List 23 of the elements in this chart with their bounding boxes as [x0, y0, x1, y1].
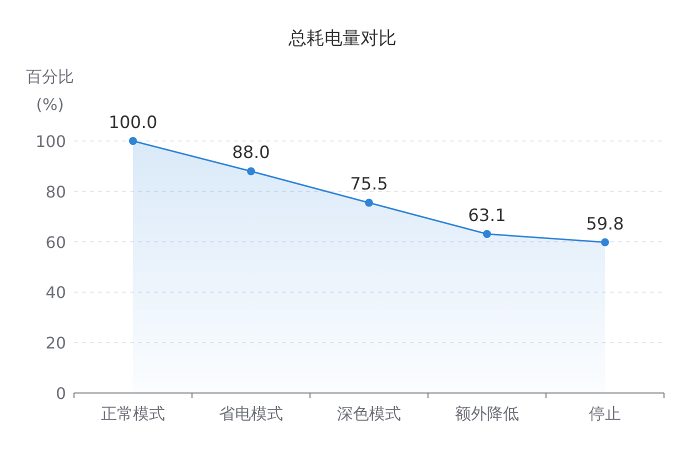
point: [129, 137, 137, 145]
y-tick-label: 80: [46, 182, 66, 202]
data-label: 63.1: [468, 206, 506, 226]
point: [483, 230, 491, 238]
y-tick-label: 100: [35, 132, 66, 151]
y-tick-label: 60: [46, 232, 66, 252]
x-tick-label: 省电模式: [219, 404, 283, 423]
data-label: 100.0: [108, 113, 158, 133]
y-axis-title: 百分比 (%): [26, 67, 74, 114]
x-tick-label: 深色模式: [337, 404, 401, 423]
data-label: 59.8: [586, 214, 624, 234]
chart-title: 总耗电量对比: [288, 28, 396, 49]
point: [365, 198, 373, 207]
x-tick-label: 停止: [589, 404, 621, 423]
y-tick-label: 20: [46, 334, 66, 353]
x-tick-label: 正常模式: [101, 404, 165, 423]
x-tick-label: 额外降低: [455, 404, 519, 423]
data-label: 88.0: [232, 143, 270, 164]
y-tick-label: 40: [46, 283, 66, 302]
point: [247, 167, 255, 176]
y-tick-label: 0: [56, 384, 66, 403]
data-label: 75.5: [350, 174, 388, 195]
point: [601, 238, 609, 246]
